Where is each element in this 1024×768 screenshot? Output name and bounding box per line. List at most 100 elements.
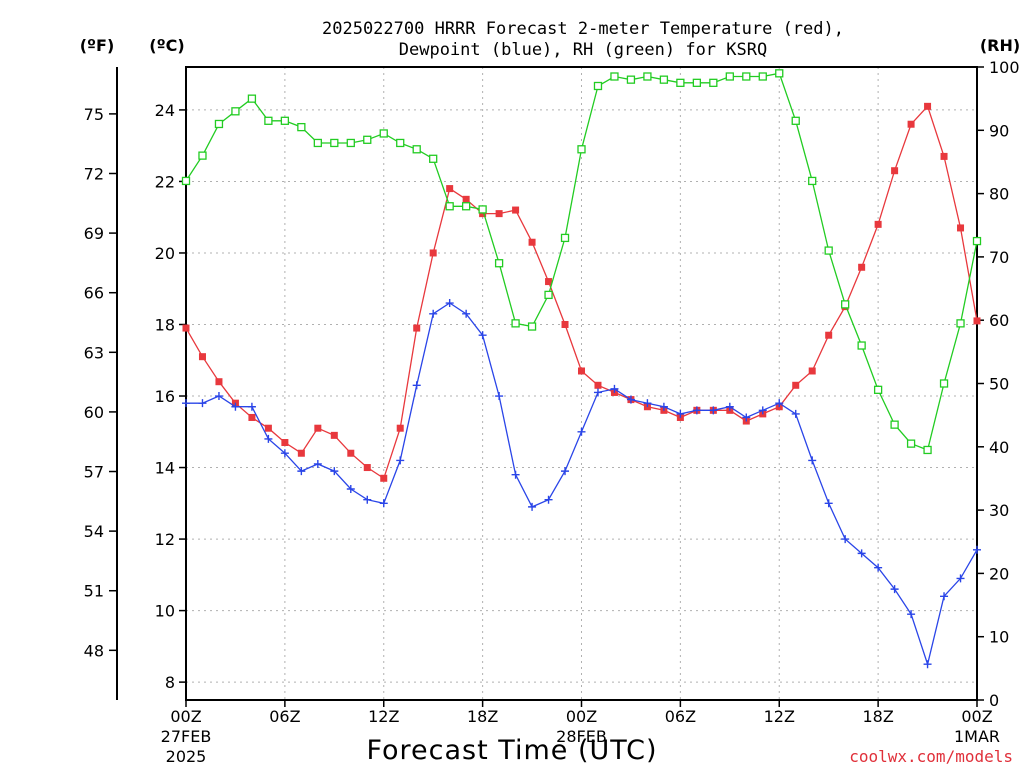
data-point-rh (808, 176, 817, 186)
data-point-temperature (330, 431, 338, 439)
data-point-dewpoint (758, 406, 767, 415)
data-point-temperature (264, 424, 272, 432)
data-point-temperature (825, 331, 833, 339)
data-point-temperature (874, 220, 882, 228)
celsius-tick-label: 10 (155, 602, 175, 621)
data-point-temperature (907, 120, 915, 128)
data-point-dewpoint (561, 467, 570, 476)
data-point-rh (643, 72, 652, 81)
fahrenheit-tick-label: 69 (84, 224, 104, 243)
data-point-rh (396, 138, 405, 148)
x-tick-label: 00Z (961, 707, 992, 726)
data-point-rh (363, 135, 372, 144)
fahrenheit-tick-label: 57 (84, 463, 104, 482)
data-point-dewpoint (264, 434, 273, 443)
data-point-rh (758, 72, 767, 81)
data-point-dewpoint (808, 456, 817, 465)
data-point-dewpoint (709, 406, 718, 415)
data-point-rh (494, 259, 504, 268)
x-tick-label: 18Z (467, 707, 498, 726)
x-tick-date-label: 27FEB (161, 727, 212, 746)
data-point-dewpoint (182, 399, 190, 408)
data-point-temperature (215, 378, 223, 386)
data-point-rh (956, 319, 965, 328)
celsius-tick-label: 20 (155, 244, 175, 263)
x-tick-label: 00Z (566, 707, 597, 726)
data-point-rh (775, 69, 784, 78)
data-point-temperature (198, 353, 206, 361)
rh-tick-label: 40 (989, 438, 1009, 457)
data-point-dewpoint (626, 395, 635, 404)
rh-tick-label: 10 (989, 628, 1009, 647)
fahrenheit-tick-label: 60 (84, 403, 104, 422)
data-point-rh (659, 75, 669, 84)
data-point-rh (346, 138, 355, 148)
data-point-dewpoint (874, 563, 883, 572)
data-point-dewpoint (280, 449, 289, 458)
data-point-rh (527, 322, 537, 331)
chart-title-line1: 2025022700 HRRR Forecast 2-meter Tempera… (322, 19, 844, 39)
data-point-rh (478, 205, 487, 214)
data-point-dewpoint (462, 309, 471, 318)
data-point-temperature (957, 224, 965, 232)
x-axis-label: Forecast Time (UTC) (366, 735, 657, 766)
data-point-dewpoint (313, 459, 322, 468)
grid-lines (186, 67, 977, 700)
data-point-rh (214, 119, 224, 129)
x-tick-label: 18Z (862, 707, 893, 726)
data-point-dewpoint (824, 499, 833, 508)
data-point-temperature (858, 263, 866, 271)
data-point-temperature (347, 449, 355, 457)
data-point-rh (972, 236, 982, 246)
data-point-temperature (446, 185, 454, 193)
rh-tick-label: 60 (989, 311, 1009, 330)
data-point-temperature (429, 249, 437, 257)
data-point-dewpoint (593, 388, 602, 397)
data-point-rh (330, 138, 339, 148)
data-point-temperature (396, 424, 404, 432)
celsius-tick-label: 22 (155, 172, 175, 191)
data-point-dewpoint (791, 409, 800, 418)
data-point-dewpoint (379, 499, 388, 508)
data-point-rh (511, 319, 520, 328)
fahrenheit-tick-label: 54 (84, 522, 104, 541)
data-point-rh (577, 145, 586, 154)
data-point-dewpoint (511, 470, 520, 479)
data-point-dewpoint (775, 399, 784, 408)
x-tick-label: 06Z (269, 707, 300, 726)
axes (109, 66, 984, 707)
series-rh (181, 69, 982, 455)
x-tick-date-label: 1MAR (954, 727, 1000, 746)
data-point-temperature (413, 324, 421, 332)
data-point-temperature (363, 464, 371, 472)
data-series (181, 69, 982, 669)
series-dewpoint (182, 299, 981, 669)
data-point-dewpoint (907, 610, 916, 619)
data-point-temperature (808, 367, 816, 375)
data-point-dewpoint (544, 495, 553, 504)
data-point-temperature (578, 367, 585, 375)
data-point-dewpoint (659, 402, 668, 411)
data-point-temperature (479, 210, 487, 218)
data-point-dewpoint (742, 413, 751, 422)
rh-tick-label: 70 (989, 248, 1009, 267)
data-point-temperature (314, 424, 322, 432)
series-temperature (182, 102, 981, 482)
data-point-temperature (940, 152, 948, 160)
data-point-rh (742, 72, 751, 81)
celsius-tick-label: 16 (155, 387, 175, 406)
plot-frame (185, 66, 978, 701)
series-line-dewpoint (186, 302, 978, 667)
data-point-dewpoint (363, 495, 372, 504)
data-point-dewpoint (429, 309, 438, 318)
celsius-axis-unit: (ºC) (149, 36, 184, 55)
data-point-rh (939, 379, 949, 388)
data-point-dewpoint (890, 585, 899, 594)
data-point-rh (824, 246, 833, 255)
data-point-dewpoint (214, 392, 223, 401)
data-point-temperature (297, 449, 305, 457)
celsius-tick-label: 24 (155, 101, 175, 120)
data-point-rh (445, 202, 454, 211)
data-point-dewpoint (841, 535, 850, 544)
data-point-temperature (512, 206, 520, 214)
